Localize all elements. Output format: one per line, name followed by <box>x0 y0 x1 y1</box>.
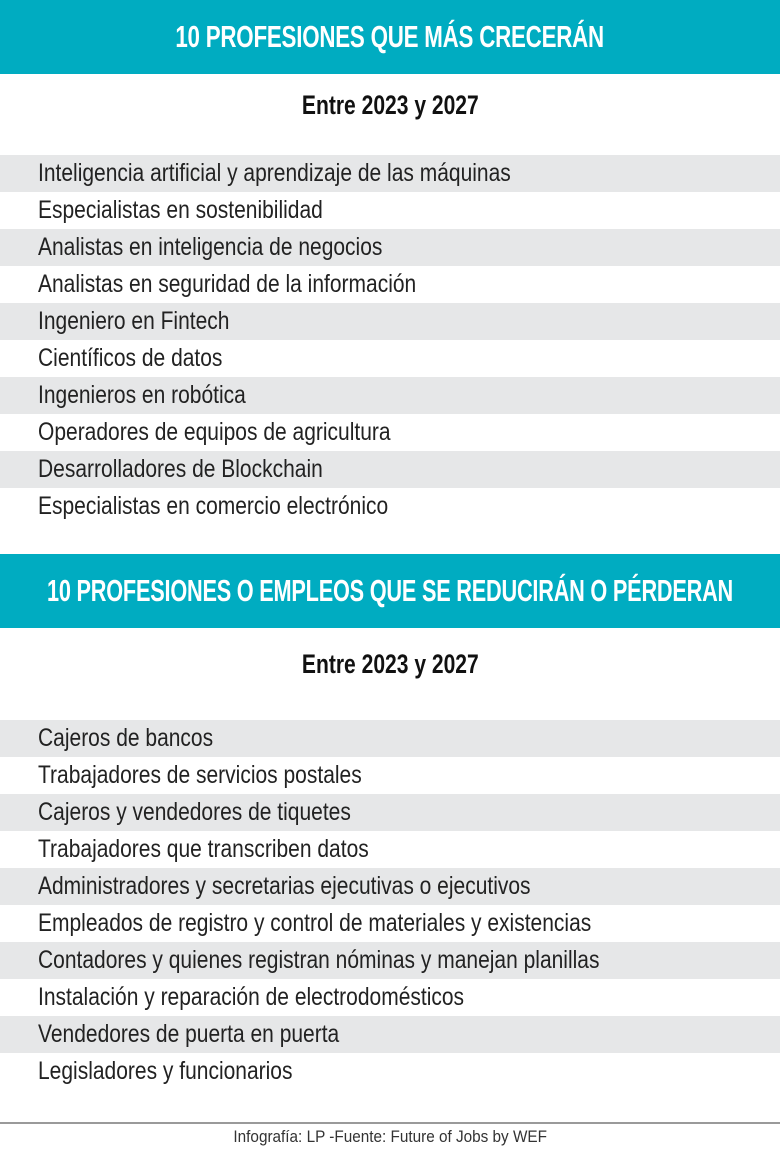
list-item-label: Analistas en inteligencia de negocios <box>38 233 383 261</box>
list-item-label: Cajeros y vendedores de tiquetes <box>38 798 351 826</box>
list-item-label: Administradores y secretarias ejecutivas… <box>38 872 531 900</box>
list-item: Contadores y quienes registran nóminas y… <box>0 942 780 979</box>
list-item-label: Inteligencia artificial y aprendizaje de… <box>38 159 511 187</box>
list-item-label: Trabajadores que transcriben datos <box>38 835 369 863</box>
section2-title: 10 PROFESIONES O EMPLEOS QUE SE REDUCIRÁ… <box>46 573 734 608</box>
list-item: Científicos de datos <box>0 340 780 377</box>
list-item: Instalación y reparación de electrodomés… <box>0 979 780 1016</box>
section2-list: Cajeros de bancos Trabajadores de servici… <box>0 720 780 1090</box>
list-item: Inteligencia artificial y aprendizaje de… <box>0 155 780 192</box>
list-item: Cajeros y vendedores de tiquetes <box>0 794 780 831</box>
footer-divider <box>0 1122 780 1124</box>
section1-header: 10 PROFESIONES QUE MÁS CRECERÁN <box>0 0 780 74</box>
section2-subtitle-wrap: Entre 2023 y 2027 <box>0 649 780 680</box>
list-item: Trabajadores de servicios postales <box>0 757 780 794</box>
list-item-label: Contadores y quienes registran nóminas y… <box>38 946 600 974</box>
section2-header: 10 PROFESIONES O EMPLEOS QUE SE REDUCIRÁ… <box>0 554 780 628</box>
list-item-label: Analistas en seguridad de la información <box>38 270 417 298</box>
footer: Infografía: LP -Fuente: Future of Jobs b… <box>0 1127 780 1147</box>
list-item-label: Especialistas en sostenibilidad <box>38 196 323 224</box>
list-item: Especialistas en comercio electrónico <box>0 488 780 525</box>
list-item-label: Ingenieros en robótica <box>38 381 246 409</box>
section1-title: 10 PROFESIONES QUE MÁS CRECERÁN <box>175 19 605 54</box>
list-item: Analistas en seguridad de la información <box>0 266 780 303</box>
list-item: Legisladores y funcionarios <box>0 1053 780 1090</box>
list-item: Ingenieros en robótica <box>0 377 780 414</box>
footer-credit: Infografía: LP -Fuente: Future of Jobs b… <box>233 1127 547 1146</box>
section1-subtitle: Entre 2023 y 2027 <box>301 90 479 120</box>
list-item-label: Instalación y reparación de electrodomés… <box>38 983 465 1011</box>
list-item-label: Legisladores y funcionarios <box>38 1057 293 1085</box>
list-item-label: Científicos de datos <box>38 344 223 372</box>
list-item: Operadores de equipos de agricultura <box>0 414 780 451</box>
list-item-label: Empleados de registro y control de mater… <box>38 909 592 937</box>
list-item: Empleados de registro y control de mater… <box>0 905 780 942</box>
list-item: Trabajadores que transcriben datos <box>0 831 780 868</box>
section1-subtitle-wrap: Entre 2023 y 2027 <box>0 90 780 121</box>
list-item-label: Operadores de equipos de agricultura <box>38 418 391 446</box>
list-item-label: Vendedores de puerta en puerta <box>38 1020 340 1048</box>
list-item-label: Ingeniero en Fintech <box>38 307 230 335</box>
list-item: Ingeniero en Fintech <box>0 303 780 340</box>
list-item-label: Especialistas en comercio electrónico <box>38 492 389 520</box>
list-item: Vendedores de puerta en puerta <box>0 1016 780 1053</box>
list-item: Cajeros de bancos <box>0 720 780 757</box>
list-item-label: Cajeros de bancos <box>38 724 214 752</box>
list-item: Especialistas en sostenibilidad <box>0 192 780 229</box>
list-item: Administradores y secretarias ejecutivas… <box>0 868 780 905</box>
section1-list: Inteligencia artificial y aprendizaje de… <box>0 155 780 525</box>
list-item-label: Trabajadores de servicios postales <box>38 761 362 789</box>
list-item: Analistas en inteligencia de negocios <box>0 229 780 266</box>
section2-subtitle: Entre 2023 y 2027 <box>301 649 479 679</box>
list-item-label: Desarrolladores de Blockchain <box>38 455 323 483</box>
list-item: Desarrolladores de Blockchain <box>0 451 780 488</box>
